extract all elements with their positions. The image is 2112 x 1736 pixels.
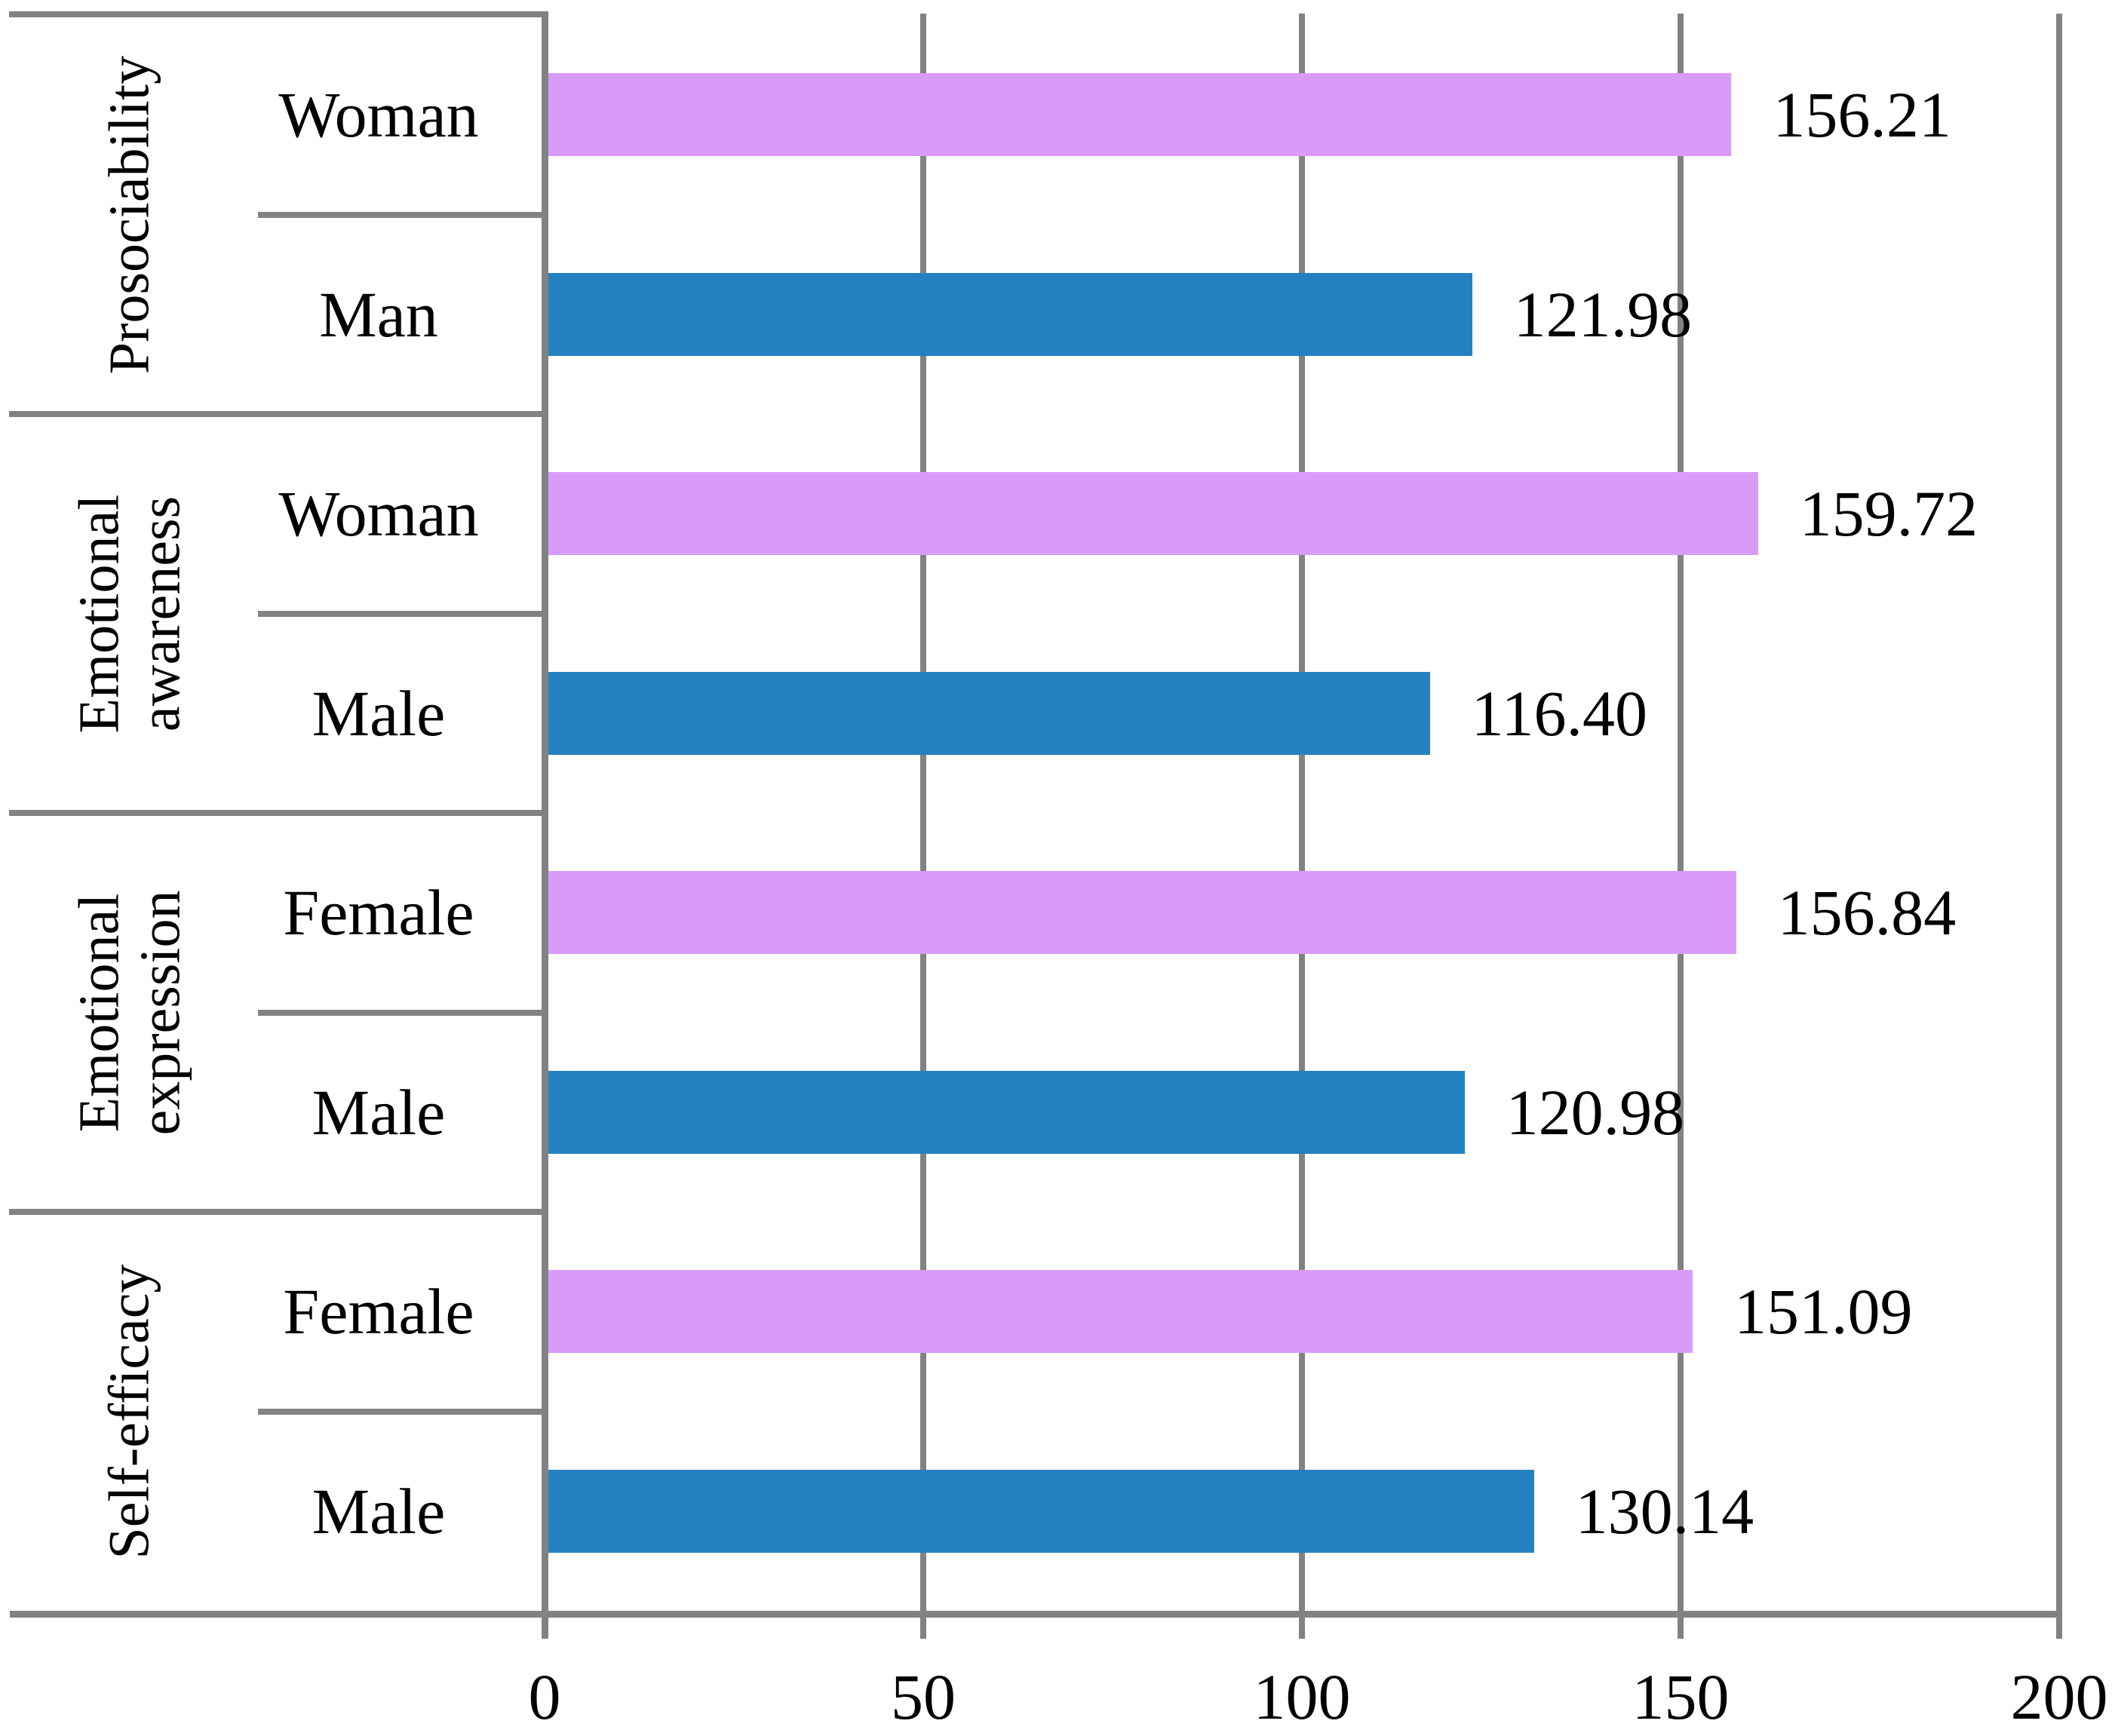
x-tick-label: 50 — [891, 1661, 956, 1733]
category-label: Male — [312, 1474, 446, 1547]
value-axis-line — [542, 11, 548, 1639]
group-label: Self-efficacy — [9, 1212, 250, 1611]
tick-mark — [1299, 1618, 1305, 1639]
group-label-text: Prosociability — [97, 55, 161, 374]
group-separator — [9, 1209, 548, 1215]
bar-value-label: 156.84 — [1777, 876, 1957, 949]
x-tick-label: 150 — [1632, 1661, 1730, 1733]
category-axis-top-border — [9, 11, 548, 17]
bar — [548, 1469, 1534, 1553]
category-separator — [258, 211, 548, 218]
x-tick-label: 200 — [2010, 1661, 2108, 1733]
group-separator — [9, 411, 548, 417]
category-separator — [258, 1009, 548, 1016]
category-label: Female — [283, 1275, 474, 1348]
group-label-text: Emotional awareness — [67, 494, 192, 733]
gridline — [1678, 14, 1684, 1611]
x-tick-label: 0 — [528, 1661, 561, 1733]
bar — [548, 272, 1472, 356]
group-separator — [9, 810, 548, 816]
gridline — [2056, 14, 2062, 1611]
tick-mark — [1678, 1618, 1684, 1639]
group-label: Prosociability — [9, 15, 250, 414]
tick-mark — [920, 1618, 926, 1639]
bar — [548, 472, 1758, 556]
bar-value-label: 156.21 — [1773, 78, 1951, 151]
category-separator — [258, 1408, 548, 1415]
bar-value-label: 159.72 — [1799, 477, 1978, 550]
gridline — [920, 14, 926, 1611]
bar — [548, 871, 1736, 955]
group-label: Emotional expression — [9, 813, 250, 1212]
bar-value-label: 121.98 — [1513, 278, 1693, 351]
tick-mark — [2056, 1618, 2062, 1639]
bar — [548, 1270, 1693, 1354]
group-label: Emotional awareness — [9, 414, 250, 813]
category-label: Woman — [278, 78, 479, 151]
bar — [548, 73, 1732, 157]
group-label-text: Emotional expression — [67, 889, 192, 1136]
category-label: Male — [312, 1075, 446, 1149]
x-axis-line — [10, 1611, 2062, 1618]
bar-value-label: 151.09 — [1733, 1275, 1913, 1348]
category-label: Woman — [278, 477, 479, 550]
category-label: Male — [312, 676, 446, 750]
bar-value-label: 120.98 — [1506, 1075, 1685, 1149]
category-separator — [258, 610, 548, 617]
bar — [548, 671, 1430, 755]
gridline — [1299, 14, 1305, 1611]
bar-value-label: 130.14 — [1575, 1474, 1754, 1547]
category-label: Man — [319, 278, 438, 351]
category-label: Female — [283, 876, 474, 949]
group-label-text: Self-efficacy — [97, 1263, 161, 1560]
x-tick-label: 100 — [1253, 1661, 1351, 1733]
bar-value-label: 116.40 — [1471, 676, 1647, 750]
bar — [548, 1070, 1465, 1154]
